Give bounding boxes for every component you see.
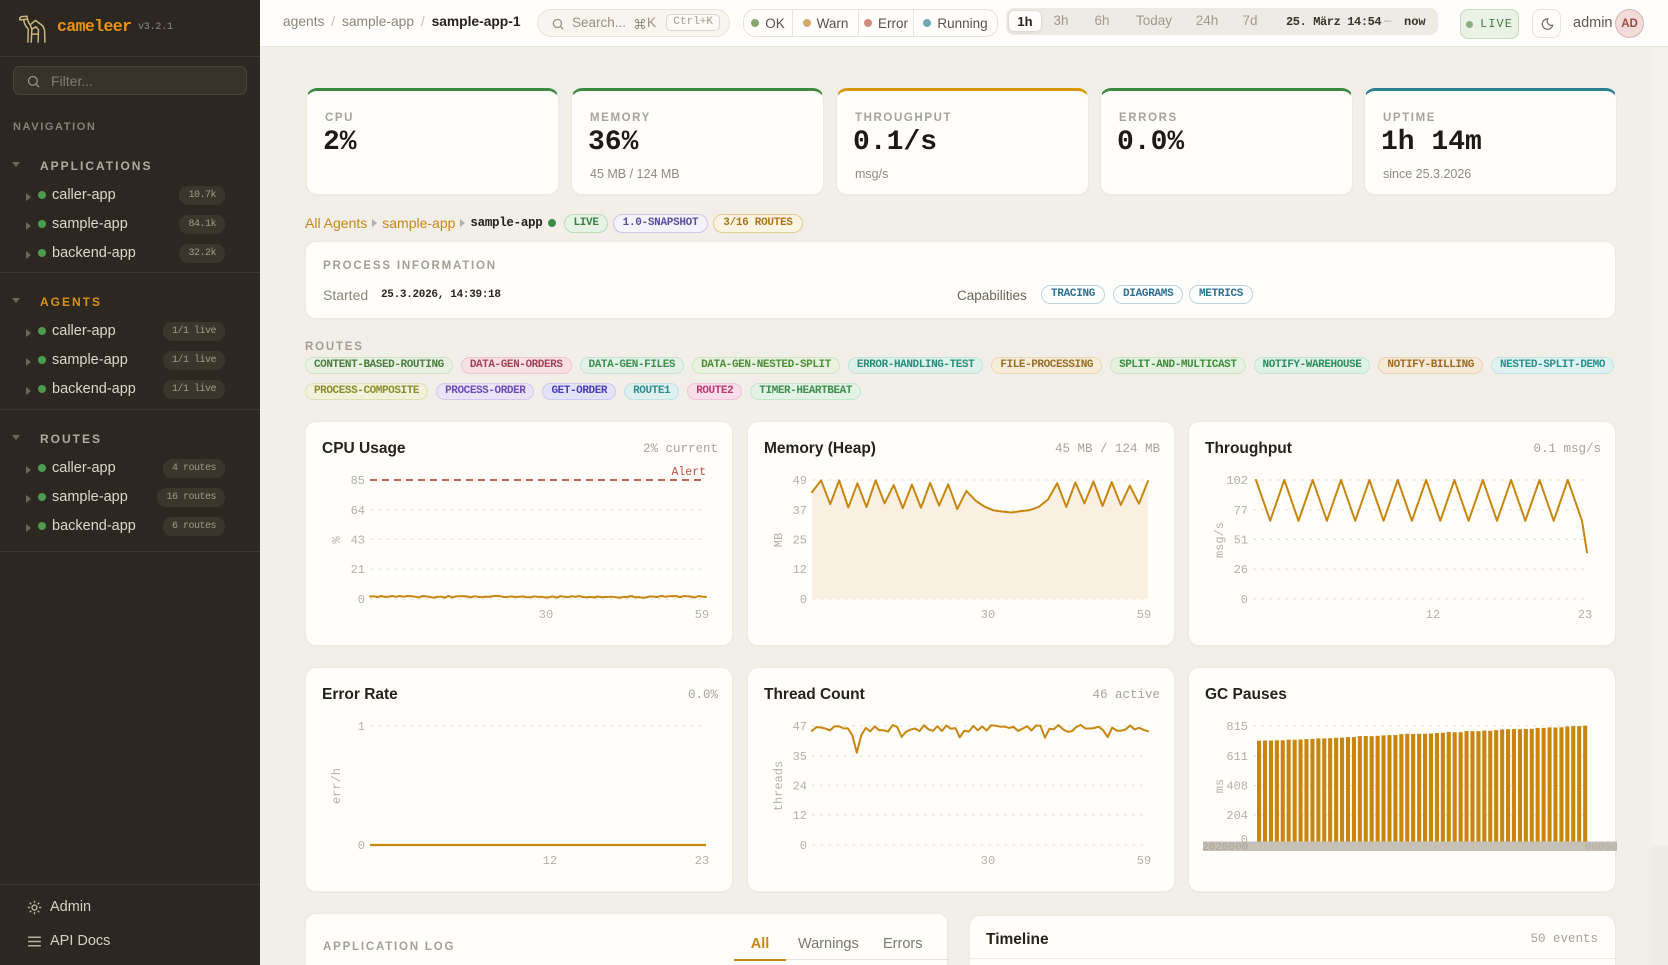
svg-text:0: 0 [1241,593,1248,607]
svg-text:23: 23 [1578,608,1592,622]
svg-text:815: 815 [1226,720,1248,734]
svg-text:23: 23 [695,854,709,868]
svg-text:0.1 msg/s: 0.1 msg/s [1533,442,1601,456]
svg-text:46 active: 46 active [1092,688,1160,702]
svg-text:21: 21 [351,563,365,577]
svg-text:2% current: 2% current [643,442,718,456]
svg-text:12: 12 [793,563,807,577]
svg-text:24: 24 [793,780,807,794]
svg-text:102: 102 [1226,474,1248,488]
svg-text:ms: ms [1213,779,1227,793]
svg-text:59: 59 [695,608,709,622]
svg-text:408: 408 [1226,780,1248,794]
svg-text:GC Pauses: GC Pauses [1205,686,1287,703]
svg-text:0: 0 [1241,833,1248,847]
svg-text:45 MB / 124 MB: 45 MB / 124 MB [1055,442,1161,456]
svg-text:Throughput: Throughput [1205,440,1292,457]
svg-text:Error Rate: Error Rate [322,686,398,703]
svg-text:12: 12 [793,809,807,823]
svg-text:49: 49 [793,474,807,488]
svg-text:err/h: err/h [330,768,344,804]
svg-text:611: 611 [1226,750,1248,764]
svg-text:204: 204 [1226,809,1248,823]
svg-text:2020000: 2020000 [1202,842,1248,854]
svg-text:59: 59 [1137,854,1151,868]
svg-text:1: 1 [358,720,365,734]
svg-text:51: 51 [1234,534,1248,548]
svg-text:%: % [330,536,344,544]
svg-text:threads: threads [772,761,786,811]
svg-text:0: 0 [358,839,365,853]
svg-text:0: 0 [358,593,365,607]
svg-text:0.0%: 0.0% [688,688,719,702]
svg-text:MB: MB [772,533,786,547]
svg-text:00000: 00000 [1585,842,1617,854]
svg-text:25: 25 [793,534,807,548]
svg-text:0: 0 [800,839,807,853]
svg-text:85: 85 [351,474,365,488]
svg-text:59: 59 [1137,608,1151,622]
svg-text:43: 43 [351,534,365,548]
svg-text:30: 30 [981,854,995,868]
svg-text:47: 47 [793,720,807,734]
svg-text:Alert: Alert [671,466,706,479]
svg-text:msg/s: msg/s [1213,522,1227,558]
svg-text:Thread Count: Thread Count [764,686,865,703]
svg-text:77: 77 [1234,504,1248,518]
svg-text:0: 0 [800,593,807,607]
svg-text:Memory (Heap): Memory (Heap) [764,440,876,457]
svg-text:12: 12 [1426,608,1440,622]
svg-text:35: 35 [793,750,807,764]
svg-text:64: 64 [351,504,365,518]
svg-text:CPU Usage: CPU Usage [322,440,406,457]
svg-text:26: 26 [1234,563,1248,577]
svg-text:37: 37 [793,504,807,518]
svg-text:30: 30 [539,608,553,622]
svg-text:30: 30 [981,608,995,622]
svg-text:12: 12 [543,854,557,868]
